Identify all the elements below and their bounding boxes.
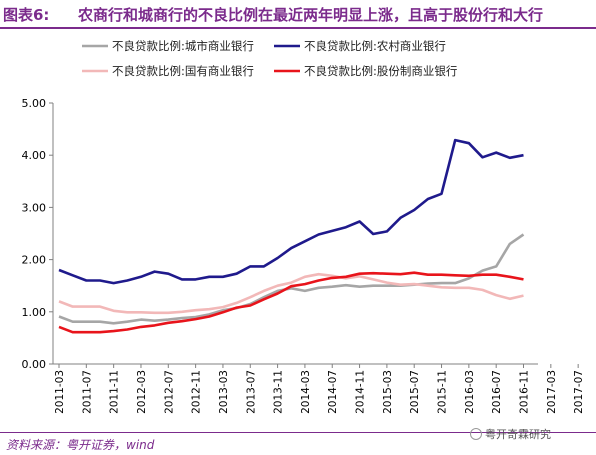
x-tick-label: 2012-07 (163, 370, 175, 414)
y-tick-label: 0.00 (22, 358, 47, 371)
x-tick-label: 2015-03 (382, 370, 394, 414)
y-tick-label: 5.00 (22, 97, 47, 110)
legend-label-4: 不良贷款比例:股份制商业银行 (304, 64, 457, 78)
x-tick-label: 2014-07 (327, 370, 339, 414)
watermark-text: 粤开奇霖研究 (485, 428, 551, 441)
x-tick-label: 2013-03 (218, 370, 230, 414)
title-divider (0, 27, 596, 29)
figure-title: 农商行和城商行的不良比例在最近两年明显上涨，且高于股份行和大行 (78, 6, 544, 24)
legend-label-1: 不良贷款比例:城市商业银行 (112, 39, 254, 53)
x-tick-label: 2016-11 (519, 370, 531, 414)
series-line-4 (58, 271, 524, 334)
x-tick-label: 2016-03 (464, 370, 476, 414)
footer-divider (0, 432, 596, 433)
x-tick-label: 2015-07 (409, 370, 421, 414)
x-tick-label: 2012-03 (136, 370, 148, 414)
x-tick-label: 2014-03 (300, 370, 312, 414)
figure-title-bar: 图表6: 农商行和城商行的不良比例在最近两年明显上涨，且高于股份行和大行 (0, 0, 596, 28)
y-tick-label: 3.00 (22, 201, 47, 214)
series-line-2 (58, 138, 524, 285)
x-tick-label: 2015-11 (437, 370, 449, 414)
x-tick-label: 2017-07 (573, 370, 585, 414)
x-tick-label: 2013-07 (245, 370, 257, 414)
series-line-3 (58, 272, 524, 315)
x-tick-label: 2012-11 (191, 370, 203, 414)
series-line-1 (58, 233, 525, 325)
x-tick-label: 2011-03 (54, 370, 66, 414)
x-tick-label: 2017-03 (546, 370, 558, 414)
watermark: 粤开奇霖研究 (470, 426, 551, 442)
wechat-icon (470, 428, 482, 440)
y-tick-label: 1.00 (22, 306, 47, 319)
legend-label-3: 不良贷款比例:国有商业银行 (112, 64, 254, 78)
figure-label: 图表6: (3, 6, 50, 24)
x-tick-label: 2011-11 (109, 370, 121, 414)
line-chart: 0.00 1.00 2.00 3.00 4.00 5.00 2011-03 2011-07 20… (22, 39, 586, 414)
legend-label-2: 不良贷款比例:农村商业银行 (304, 39, 446, 53)
x-tick-label: 2013-11 (273, 370, 285, 414)
source-note: 资料来源：粤开证券，wind (6, 438, 155, 452)
x-tick-label: 2016-07 (491, 370, 503, 414)
y-tick-label: 2.00 (22, 254, 47, 267)
x-tick-label: 2014-11 (355, 370, 367, 414)
x-tick-label: 2011-07 (81, 370, 93, 414)
y-tick-label: 4.00 (22, 149, 47, 162)
